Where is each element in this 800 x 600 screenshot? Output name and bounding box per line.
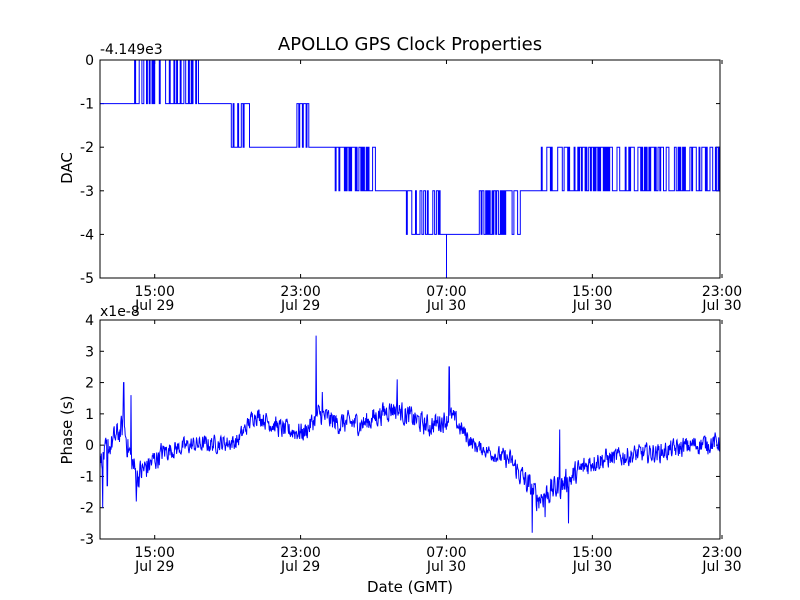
dac-xtick-date: Jul 29 xyxy=(134,298,174,314)
phase-ytick-label: 2 xyxy=(85,376,94,392)
phase-ytick-label: -3 xyxy=(80,532,94,548)
dac-ytick-label: -2 xyxy=(80,140,94,156)
dac-ytick-label: -1 xyxy=(80,97,94,113)
phase-xtick-date: Jul 30 xyxy=(572,559,612,575)
phase-series-line xyxy=(99,335,721,533)
dac-series-line xyxy=(100,59,721,278)
phase-xtick-date: Jul 29 xyxy=(134,559,174,575)
phase-ytick-label: -2 xyxy=(80,501,94,517)
dac-ylabel: DAC xyxy=(58,152,76,184)
dac-xtick-date: Jul 30 xyxy=(701,298,741,314)
dac-xtick-date: Jul 29 xyxy=(280,298,320,314)
phase-ytick-label: -1 xyxy=(80,469,94,485)
dac-xtick-date: Jul 30 xyxy=(426,298,466,314)
phase-xtick-time: 15:00 xyxy=(135,545,175,561)
phase-xtick-date: Jul 30 xyxy=(701,559,741,575)
chart-title: APOLLO GPS Clock Properties xyxy=(278,34,542,55)
phase-plot-frame xyxy=(99,319,721,540)
dac-chart: APOLLO GPS Clock Properties -4.149e3 DAC… xyxy=(58,34,742,314)
phase-xtick-date: Jul 30 xyxy=(426,559,466,575)
dac-offset-label: -4.149e3 xyxy=(100,42,163,58)
phase-chart: x1e-8 Phase (s) Date (GMT) 4 3 2 1 0 -1 -2 -3 1… xyxy=(58,304,742,596)
dac-ytick-label: 0 xyxy=(85,53,94,69)
dac-ytick-label: -3 xyxy=(80,184,94,200)
phase-xtick-time: 23:00 xyxy=(280,545,320,561)
phase-ytick-label: 1 xyxy=(85,407,94,423)
phase-xlabel: Date (GMT) xyxy=(367,578,453,596)
dac-xtick-time: 15:00 xyxy=(135,284,175,300)
dac-xtick-date: Jul 30 xyxy=(572,298,612,314)
phase-ytick-label: 0 xyxy=(85,438,94,454)
phase-ytick-label: 4 xyxy=(85,313,94,329)
phase-xtick-time: 23:00 xyxy=(702,545,742,561)
dac-xtick-time: 23:00 xyxy=(280,284,320,300)
phase-xtick-time: 07:00 xyxy=(426,545,466,561)
phase-xtick-date: Jul 29 xyxy=(280,559,320,575)
phase-scale-label: x1e-8 xyxy=(100,304,140,320)
phase-ytick-label: 3 xyxy=(85,344,94,360)
phase-y-ticks: 4 3 2 1 0 -1 -2 -3 xyxy=(80,313,720,548)
phase-ylabel: Phase (s) xyxy=(58,395,76,464)
dac-plot-frame xyxy=(99,59,721,279)
dac-ytick-label: -5 xyxy=(80,271,94,287)
dac-xtick-time: 07:00 xyxy=(426,284,466,300)
dac-xtick-time: 15:00 xyxy=(572,284,612,300)
dac-xtick-time: 23:00 xyxy=(702,284,742,300)
dac-ytick-label: -4 xyxy=(80,227,94,243)
phase-xtick-time: 15:00 xyxy=(572,545,612,561)
